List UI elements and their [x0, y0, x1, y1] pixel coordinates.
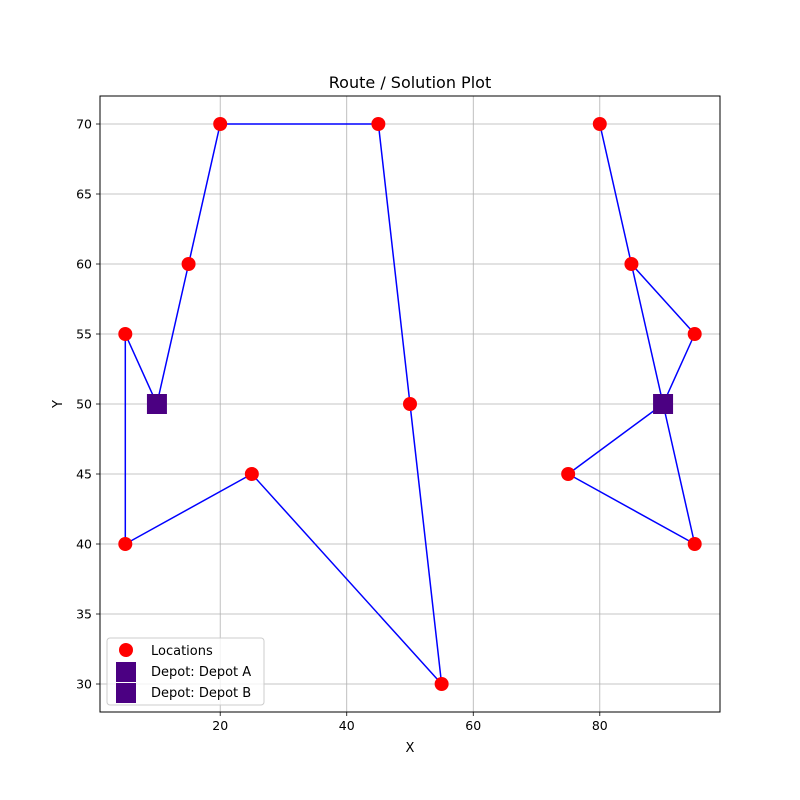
x-tick-label: 40 — [339, 718, 355, 733]
legend-locations-label: Locations — [151, 644, 213, 659]
y-tick-label: 45 — [76, 467, 92, 482]
location-point — [118, 327, 133, 341]
location-point — [561, 467, 576, 481]
depot-marker-b — [653, 394, 674, 414]
x-tick-label: 20 — [212, 718, 228, 733]
y-axis-label: Y — [51, 400, 66, 409]
y-tick-label: 50 — [76, 397, 92, 412]
location-point — [403, 397, 417, 411]
location-point — [371, 117, 386, 131]
x-tick-label: 80 — [592, 718, 608, 733]
legend-depot-a-label: Depot: Depot A — [151, 665, 251, 680]
x-tick-label: 60 — [465, 718, 481, 733]
location-point — [592, 117, 607, 131]
depot-marker-a — [146, 394, 167, 414]
y-tick-label: 55 — [76, 327, 92, 342]
legend-box — [106, 637, 265, 706]
chart-title: Route / Solution Plot — [329, 73, 491, 92]
ticks: 20 40 60 80 30 35 40 45 50 55 60 65 70 — [76, 117, 608, 734]
location-point — [687, 327, 702, 341]
location-point — [434, 677, 449, 691]
legend-depot-b-label: Depot: Depot B — [151, 686, 251, 701]
y-tick-label: 70 — [76, 117, 92, 132]
location-point — [244, 467, 259, 481]
y-tick-label: 60 — [76, 257, 92, 272]
route-line-2 — [599, 123, 696, 405]
legend-depot-a-marker — [116, 662, 136, 682]
location-point — [624, 257, 639, 271]
y-tick-label: 30 — [76, 677, 92, 692]
grid — [100, 96, 720, 712]
points — [118, 117, 702, 691]
y-tick-label: 65 — [76, 187, 92, 202]
legend-depot-b-marker — [116, 683, 136, 703]
y-tick-label: 40 — [76, 537, 92, 552]
legend: Locations Depot: Depot A Depot: Depot B — [106, 637, 265, 706]
x-axis-label: X — [406, 741, 415, 756]
location-point — [213, 117, 228, 131]
location-point — [118, 537, 133, 551]
y-tick-label: 35 — [76, 607, 92, 622]
legend-locations-marker — [119, 643, 133, 657]
routes — [124, 123, 696, 685]
route-line-1 — [124, 123, 443, 685]
location-point — [687, 537, 702, 551]
location-point — [181, 257, 196, 271]
route-line-3 — [567, 403, 696, 545]
